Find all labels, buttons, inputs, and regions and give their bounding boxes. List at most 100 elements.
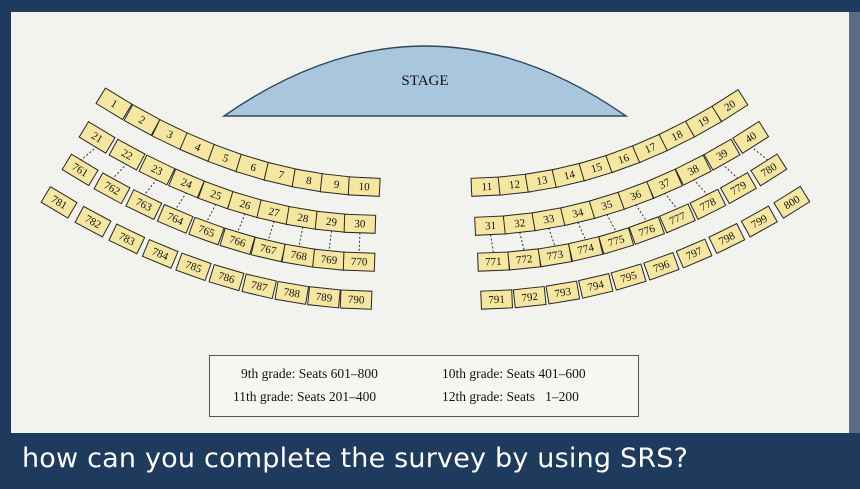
seat-784: 784	[141, 238, 179, 269]
seat-24: 24	[168, 168, 205, 199]
row-gap-connector	[174, 192, 187, 211]
seat-box	[138, 154, 176, 186]
seat-number: 16	[616, 152, 631, 167]
seat-number: 32	[514, 217, 526, 230]
seat-box	[708, 222, 746, 255]
seat-number: 7	[277, 169, 286, 182]
row-gap-connector	[635, 204, 648, 222]
seat-32: 32	[502, 212, 537, 235]
seat-39: 39	[703, 138, 741, 171]
seat-15: 15	[578, 154, 615, 182]
row-gap-connector	[111, 163, 128, 180]
seat-box	[208, 263, 245, 292]
seat-790: 790	[339, 289, 373, 310]
seat-33: 33	[531, 206, 567, 232]
seat-box	[141, 238, 179, 269]
seat-792: 792	[512, 285, 547, 309]
seat-number: 34	[571, 206, 585, 220]
seat-774: 774	[567, 236, 604, 262]
seat-number: 23	[149, 163, 165, 179]
seat-35: 35	[588, 191, 625, 219]
seat-box	[307, 286, 341, 309]
seat-number: 22	[119, 147, 134, 163]
seat-number: 773	[546, 248, 565, 263]
seat-number: 5	[221, 152, 231, 165]
seat-36: 36	[617, 180, 655, 210]
seat-number: 26	[238, 198, 252, 213]
seat-number: 25	[209, 188, 224, 203]
seat-26: 26	[227, 190, 264, 219]
seat-769: 769	[312, 248, 346, 271]
seat-number: 24	[179, 176, 194, 192]
seat-12: 12	[497, 173, 532, 196]
seat-number: 33	[542, 213, 555, 227]
seat-number: 11	[481, 181, 492, 193]
seat-768: 768	[281, 243, 317, 268]
seat-783: 783	[108, 223, 146, 255]
seat-number: 796	[652, 258, 672, 275]
seat-number: 765	[197, 223, 217, 240]
seat-box	[40, 186, 78, 219]
seat-box	[703, 138, 741, 171]
seat-29: 29	[314, 210, 349, 233]
seat-box	[95, 87, 133, 121]
seat-number: 795	[619, 269, 639, 285]
seat-number: 766	[228, 234, 248, 250]
seat-box	[711, 88, 749, 123]
seat-box	[339, 289, 373, 310]
seat-763: 763	[125, 189, 163, 221]
seat-number: 15	[590, 161, 604, 176]
seat-box	[74, 205, 112, 238]
seat-box	[732, 120, 770, 155]
seat-800: 800	[773, 185, 811, 219]
seat-788: 788	[274, 280, 310, 305]
row-gap-connector	[358, 232, 361, 253]
seat-797: 797	[675, 238, 713, 269]
seat-box	[675, 238, 713, 269]
seat-number: 29	[325, 216, 338, 229]
stage-shape	[221, 45, 629, 117]
row-gap-connector	[298, 226, 304, 247]
seat-798: 798	[708, 222, 746, 255]
row-gap-connector	[328, 230, 332, 251]
row-gap-connector	[143, 178, 158, 196]
seat-786: 786	[208, 263, 245, 292]
row-gap-connector	[267, 221, 275, 241]
seat-762: 762	[93, 172, 131, 205]
row-gap-connector	[79, 146, 98, 162]
seat-box	[740, 205, 778, 238]
seat-box	[719, 171, 758, 205]
seat-38: 38	[674, 154, 712, 186]
seat-number: 30	[354, 218, 366, 230]
legend-10th-grade: 10th grade: Seats 401–600	[442, 366, 586, 381]
seat-17: 17	[631, 133, 669, 164]
seat-13: 13	[524, 168, 560, 193]
seat-777: 777	[658, 203, 696, 234]
seat-number: 769	[320, 253, 338, 267]
seat-770: 770	[342, 251, 376, 272]
seat-28: 28	[285, 205, 321, 231]
seat-number: 10	[358, 181, 370, 194]
seat-box	[674, 154, 712, 186]
seat-793: 793	[545, 280, 581, 305]
seat-number: 1	[108, 98, 119, 111]
seat-789: 789	[307, 286, 341, 309]
seat-780: 780	[750, 153, 788, 187]
seat-box	[628, 216, 666, 246]
seat-box	[545, 280, 581, 305]
caption-question: how can you complete the survey by using…	[22, 443, 689, 474]
seat-box	[78, 120, 116, 154]
seat-764: 764	[156, 203, 194, 234]
seat-27: 27	[256, 199, 292, 226]
seat-box	[610, 263, 647, 291]
seat-number: 771	[485, 256, 502, 269]
seat-767: 767	[250, 236, 286, 263]
seat-number: 772	[515, 253, 533, 267]
seat-box	[156, 203, 194, 234]
row-gap-connector	[577, 221, 587, 241]
row-gap-connector	[206, 203, 217, 223]
seat-778: 778	[689, 188, 727, 220]
seat-number: 37	[657, 176, 672, 192]
seat-number: 14	[563, 168, 577, 182]
